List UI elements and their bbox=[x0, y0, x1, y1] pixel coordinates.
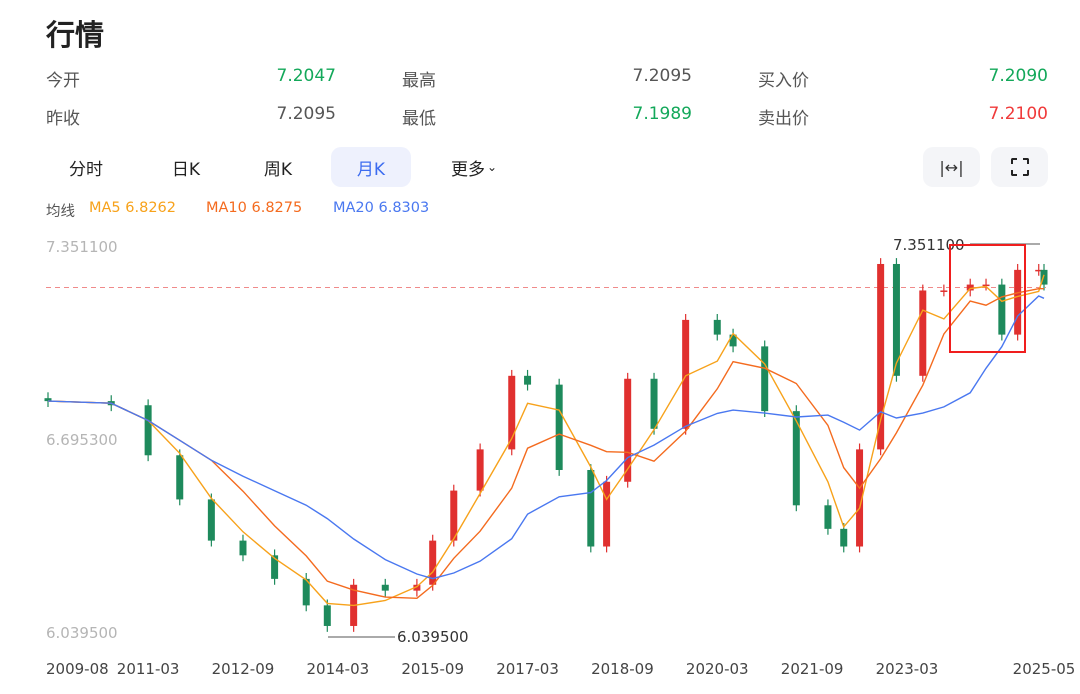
candle-body bbox=[966, 284, 974, 291]
candle-body bbox=[840, 528, 848, 547]
open-label: 今开 bbox=[46, 71, 80, 91]
x-tick-label: 2023-03 bbox=[876, 660, 939, 678]
candle-body bbox=[824, 505, 832, 529]
ask-value: 7.2100 bbox=[988, 104, 1048, 124]
chevron-down-icon: ⌄ bbox=[486, 160, 498, 174]
y-tick-label: 7.351100 bbox=[46, 238, 118, 256]
x-tick-label: 2014-03 bbox=[306, 660, 369, 678]
candle-body bbox=[587, 469, 595, 547]
fit-width-icon: |↔| bbox=[939, 157, 964, 177]
low-label: 最低 bbox=[402, 109, 436, 129]
fullscreen-icon bbox=[1010, 158, 1029, 176]
candle-body bbox=[856, 449, 864, 547]
x-tick-label: 2011-03 bbox=[117, 660, 180, 678]
tab-intraday[interactable]: 分时 bbox=[69, 159, 103, 180]
tab-daily[interactable]: 日K bbox=[171, 159, 201, 180]
candle-body bbox=[792, 411, 800, 506]
ma10-value: MA10 6.8275 bbox=[206, 200, 303, 216]
candle-body bbox=[603, 481, 611, 547]
ma20-line bbox=[47, 295, 1045, 580]
tab-monthly[interactable]: 月K bbox=[331, 147, 411, 187]
candle-body bbox=[302, 578, 310, 606]
candle-body bbox=[207, 499, 215, 541]
candle-body bbox=[650, 378, 658, 429]
candle-body bbox=[729, 334, 737, 347]
x-tick-label: 2021-09 bbox=[781, 660, 844, 678]
ma-legend-label: 均线 bbox=[46, 204, 75, 220]
ma10-line bbox=[47, 288, 1044, 600]
candle-body bbox=[1035, 269, 1043, 272]
min-price-label: 6.039500 bbox=[397, 628, 469, 646]
candle-body bbox=[144, 405, 152, 456]
candle-body bbox=[239, 540, 247, 556]
x-tick-label: 2015-09 bbox=[401, 660, 464, 678]
x-tick-label: 2018-09 bbox=[591, 660, 654, 678]
candle-body bbox=[555, 384, 563, 470]
high-label: 最高 bbox=[402, 71, 436, 91]
ma20-value: MA20 6.8303 bbox=[333, 200, 430, 216]
candle-body bbox=[381, 584, 389, 591]
x-tick-label: 2009-08 bbox=[46, 660, 109, 678]
candle-body bbox=[982, 284, 990, 287]
ma5-value: MA5 6.8262 bbox=[89, 200, 176, 216]
fit-width-button[interactable]: |↔| bbox=[923, 147, 980, 187]
ask-label: 卖出价 bbox=[758, 109, 809, 129]
candle-body bbox=[44, 398, 52, 402]
tab-more[interactable]: 更多 ⌄ bbox=[424, 147, 524, 187]
candle-body bbox=[429, 540, 437, 585]
candle-body bbox=[877, 263, 885, 450]
candle-body bbox=[761, 346, 769, 412]
high-value: 7.2095 bbox=[632, 66, 692, 86]
highlight-box bbox=[949, 244, 1026, 353]
candle-body bbox=[1014, 269, 1022, 335]
candle-body bbox=[450, 490, 458, 541]
candle-body bbox=[271, 555, 279, 579]
low-value: 7.1989 bbox=[632, 104, 692, 124]
candle-body bbox=[413, 584, 421, 591]
candle-body bbox=[713, 319, 721, 335]
candle-body bbox=[176, 455, 184, 500]
candle-body bbox=[323, 605, 331, 626]
tab-weekly[interactable]: 周K bbox=[263, 159, 293, 180]
bid-value: 7.2090 bbox=[988, 66, 1048, 86]
x-tick-label: 2025-05 bbox=[1013, 660, 1076, 678]
x-tick-label: 2017-03 bbox=[496, 660, 559, 678]
fullscreen-button[interactable] bbox=[991, 147, 1048, 187]
prev-close-label: 昨收 bbox=[46, 109, 80, 129]
y-tick-label: 6.695300 bbox=[46, 431, 118, 449]
candle-body bbox=[892, 263, 900, 376]
candle-body bbox=[919, 290, 927, 376]
page-title: 行情 bbox=[46, 18, 105, 52]
candle-body bbox=[476, 449, 484, 491]
x-tick-label: 2020-03 bbox=[686, 660, 749, 678]
ma5-line bbox=[47, 274, 1045, 607]
candle-body bbox=[1040, 269, 1048, 285]
tab-more-label: 更多 bbox=[450, 159, 485, 180]
candle-body bbox=[508, 375, 516, 450]
candle-body bbox=[524, 375, 532, 385]
open-value: 7.2047 bbox=[276, 66, 336, 86]
candle-body bbox=[998, 284, 1006, 335]
y-tick-label: 6.039500 bbox=[46, 624, 118, 642]
candle-body bbox=[624, 378, 632, 482]
x-tick-label: 2012-09 bbox=[212, 660, 275, 678]
candle-body bbox=[940, 290, 948, 292]
bid-label: 买入价 bbox=[758, 71, 809, 91]
prev-close-value: 7.2095 bbox=[276, 104, 336, 124]
max-price-label: 7.351100 bbox=[893, 236, 965, 254]
candle-body bbox=[682, 319, 690, 429]
